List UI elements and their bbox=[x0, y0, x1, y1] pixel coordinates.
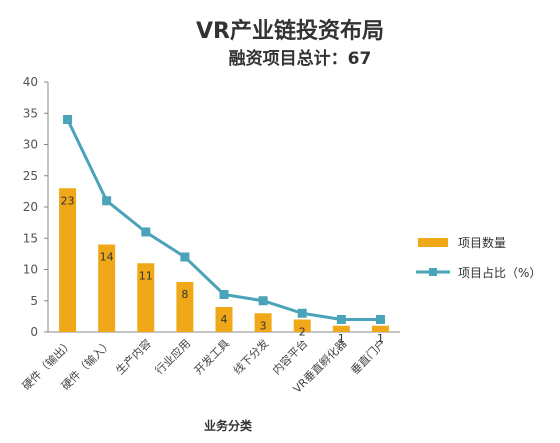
category-label: 垂直门户 bbox=[348, 336, 389, 377]
bar-data-label: 14 bbox=[100, 251, 114, 264]
bar bbox=[254, 313, 272, 332]
bar bbox=[371, 325, 389, 332]
category-label: 生产内容 bbox=[113, 336, 154, 377]
y-tick-label: 35 bbox=[23, 106, 38, 120]
y-tick-label: 0 bbox=[30, 325, 38, 339]
x-axis-title: 业务分类 bbox=[204, 418, 253, 433]
line-point bbox=[297, 308, 307, 318]
bar-data-label: 1 bbox=[338, 332, 345, 345]
y-axis: 0 5 10 15 20 25 30 35 40 bbox=[23, 75, 49, 339]
chart-title: VR产业链投资布局 bbox=[196, 18, 384, 44]
bar-data-label: 11 bbox=[139, 269, 153, 282]
y-tick-label: 10 bbox=[23, 263, 38, 277]
bar bbox=[332, 325, 350, 332]
y-tick-label: 25 bbox=[23, 169, 38, 183]
bar-data-label: 8 bbox=[181, 288, 188, 301]
legend: 项目数量 项目占比（%） bbox=[416, 235, 541, 280]
legend-bar-swatch bbox=[418, 238, 448, 247]
y-tick-label: 20 bbox=[23, 200, 38, 214]
legend-bar-label: 项目数量 bbox=[458, 235, 506, 250]
bar-data-label: 1 bbox=[377, 332, 384, 345]
line-point bbox=[336, 315, 346, 324]
y-tick-label: 5 bbox=[30, 294, 38, 308]
bar-data-label: 4 bbox=[221, 313, 228, 326]
y-tick-label: 30 bbox=[23, 138, 38, 152]
bar bbox=[176, 282, 194, 332]
bar bbox=[215, 307, 233, 332]
y-tick-label: 15 bbox=[23, 231, 38, 245]
line-point bbox=[375, 315, 385, 324]
bar bbox=[293, 319, 311, 332]
bar bbox=[59, 188, 77, 332]
category-label: 内容平台 bbox=[269, 336, 310, 377]
line-point bbox=[258, 296, 268, 306]
legend-line-label: 项目占比（%） bbox=[458, 265, 541, 280]
category-label: 线下分发 bbox=[230, 336, 271, 377]
line-point bbox=[180, 252, 190, 262]
line-point bbox=[63, 115, 73, 124]
chart-subtitle: 融资项目总计：67 bbox=[229, 48, 372, 69]
bar bbox=[137, 263, 155, 332]
bar-data-label: 23 bbox=[61, 194, 75, 207]
bar-data-label: 3 bbox=[260, 319, 267, 332]
line-point bbox=[141, 227, 151, 237]
y-tick-label: 40 bbox=[23, 75, 38, 89]
line-series bbox=[63, 115, 385, 324]
category-labels: 硬件（输出）硬件（输入）生产内容行业应用开发工具线下分发内容平台VR垂直孵化器垂… bbox=[19, 336, 388, 396]
bar bbox=[98, 244, 116, 332]
category-label: 开发工具 bbox=[191, 336, 232, 377]
category-label: 行业应用 bbox=[152, 336, 193, 377]
bar-data-label: 2 bbox=[299, 326, 306, 339]
line-point bbox=[219, 290, 229, 299]
line-point bbox=[102, 196, 112, 206]
legend-line-marker bbox=[429, 268, 437, 276]
